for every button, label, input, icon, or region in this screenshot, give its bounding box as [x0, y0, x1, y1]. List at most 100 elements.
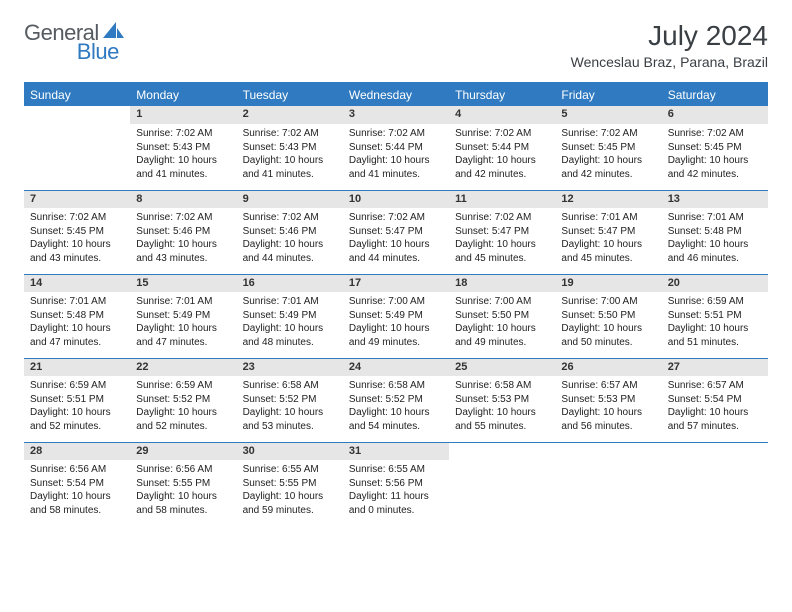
day-number	[24, 106, 130, 124]
day-info: Sunrise: 6:58 AMSunset: 5:52 PMDaylight:…	[237, 376, 343, 442]
day-number: 16	[237, 274, 343, 292]
day-number: 1	[130, 106, 236, 124]
sunrise-text: Sunrise: 7:02 AM	[455, 127, 549, 141]
sunset-text: Sunset: 5:52 PM	[243, 393, 337, 407]
day-info: Sunrise: 7:01 AMSunset: 5:48 PMDaylight:…	[662, 208, 768, 274]
sunrise-text: Sunrise: 7:00 AM	[349, 295, 443, 309]
daylight-text: Daylight: 10 hours and 43 minutes.	[30, 238, 124, 265]
sunrise-text: Sunrise: 6:58 AM	[455, 379, 549, 393]
day-info: Sunrise: 7:02 AMSunset: 5:46 PMDaylight:…	[237, 208, 343, 274]
sunset-text: Sunset: 5:54 PM	[30, 477, 124, 491]
day-info: Sunrise: 7:02 AMSunset: 5:43 PMDaylight:…	[237, 124, 343, 190]
day-info: Sunrise: 6:56 AMSunset: 5:55 PMDaylight:…	[130, 460, 236, 526]
day-number: 25	[449, 358, 555, 376]
sunset-text: Sunset: 5:49 PM	[243, 309, 337, 323]
daynum-row: 14151617181920	[24, 274, 768, 292]
day-info: Sunrise: 7:02 AMSunset: 5:45 PMDaylight:…	[24, 208, 130, 274]
day-number: 28	[24, 442, 130, 460]
daylight-text: Daylight: 10 hours and 49 minutes.	[455, 322, 549, 349]
sunset-text: Sunset: 5:55 PM	[243, 477, 337, 491]
sunset-text: Sunset: 5:50 PM	[561, 309, 655, 323]
daylight-text: Daylight: 10 hours and 52 minutes.	[136, 406, 230, 433]
sunrise-text: Sunrise: 7:02 AM	[136, 127, 230, 141]
day-number: 19	[555, 274, 661, 292]
daylight-text: Daylight: 10 hours and 41 minutes.	[136, 154, 230, 181]
day-number: 24	[343, 358, 449, 376]
day-info	[449, 460, 555, 526]
day-number: 9	[237, 190, 343, 208]
sunrise-text: Sunrise: 7:02 AM	[243, 127, 337, 141]
day-info: Sunrise: 6:59 AMSunset: 5:51 PMDaylight:…	[662, 292, 768, 358]
daynum-row: 21222324252627	[24, 358, 768, 376]
page-header: General Blue July 2024 Wenceslau Braz, P…	[24, 20, 768, 70]
daylight-text: Daylight: 10 hours and 43 minutes.	[136, 238, 230, 265]
day-number	[662, 442, 768, 460]
day-info: Sunrise: 7:02 AMSunset: 5:43 PMDaylight:…	[130, 124, 236, 190]
daylight-text: Daylight: 10 hours and 42 minutes.	[668, 154, 762, 181]
location-text: Wenceslau Braz, Parana, Brazil	[571, 54, 768, 70]
info-row: Sunrise: 7:02 AMSunset: 5:43 PMDaylight:…	[24, 124, 768, 190]
day-info: Sunrise: 6:59 AMSunset: 5:52 PMDaylight:…	[130, 376, 236, 442]
sunset-text: Sunset: 5:48 PM	[668, 225, 762, 239]
daynum-row: 78910111213	[24, 190, 768, 208]
sunset-text: Sunset: 5:44 PM	[349, 141, 443, 155]
day-number: 14	[24, 274, 130, 292]
day-info: Sunrise: 7:00 AMSunset: 5:50 PMDaylight:…	[555, 292, 661, 358]
daylight-text: Daylight: 10 hours and 54 minutes.	[349, 406, 443, 433]
daylight-text: Daylight: 10 hours and 41 minutes.	[349, 154, 443, 181]
weekday-header: Monday	[130, 83, 236, 106]
sunset-text: Sunset: 5:47 PM	[349, 225, 443, 239]
sunrise-text: Sunrise: 7:02 AM	[349, 127, 443, 141]
day-info: Sunrise: 7:01 AMSunset: 5:49 PMDaylight:…	[130, 292, 236, 358]
sunrise-text: Sunrise: 7:01 AM	[136, 295, 230, 309]
daylight-text: Daylight: 10 hours and 58 minutes.	[136, 490, 230, 517]
sunrise-text: Sunrise: 7:01 AM	[668, 211, 762, 225]
sunset-text: Sunset: 5:52 PM	[136, 393, 230, 407]
day-number: 5	[555, 106, 661, 124]
sunset-text: Sunset: 5:51 PM	[668, 309, 762, 323]
sunrise-text: Sunrise: 6:59 AM	[668, 295, 762, 309]
weekday-header: Tuesday	[237, 83, 343, 106]
calendar-table: Sunday Monday Tuesday Wednesday Thursday…	[24, 82, 768, 526]
daylight-text: Daylight: 11 hours and 0 minutes.	[349, 490, 443, 517]
day-info: Sunrise: 6:59 AMSunset: 5:51 PMDaylight:…	[24, 376, 130, 442]
sunrise-text: Sunrise: 7:02 AM	[561, 127, 655, 141]
daylight-text: Daylight: 10 hours and 47 minutes.	[30, 322, 124, 349]
sunset-text: Sunset: 5:53 PM	[455, 393, 549, 407]
sunrise-text: Sunrise: 6:55 AM	[349, 463, 443, 477]
sunset-text: Sunset: 5:43 PM	[136, 141, 230, 155]
sunset-text: Sunset: 5:52 PM	[349, 393, 443, 407]
daylight-text: Daylight: 10 hours and 51 minutes.	[668, 322, 762, 349]
day-info: Sunrise: 7:02 AMSunset: 5:47 PMDaylight:…	[343, 208, 449, 274]
daylight-text: Daylight: 10 hours and 49 minutes.	[349, 322, 443, 349]
sunrise-text: Sunrise: 6:56 AM	[136, 463, 230, 477]
info-row: Sunrise: 6:59 AMSunset: 5:51 PMDaylight:…	[24, 376, 768, 442]
day-number: 30	[237, 442, 343, 460]
sunset-text: Sunset: 5:53 PM	[561, 393, 655, 407]
sunrise-text: Sunrise: 7:01 AM	[30, 295, 124, 309]
sunset-text: Sunset: 5:45 PM	[30, 225, 124, 239]
day-number: 6	[662, 106, 768, 124]
sunset-text: Sunset: 5:55 PM	[136, 477, 230, 491]
info-row: Sunrise: 6:56 AM Sunset: 5:54 PM Daylight:…	[24, 460, 768, 526]
day-number: 11	[449, 190, 555, 208]
day-info: Sunrise: 6:56 AMSunset: 5:54 PMDaylight:…	[24, 460, 130, 526]
sunset-text: Sunset: 5:46 PM	[243, 225, 337, 239]
daylight-text: Daylight: 10 hours and 53 minutes.	[243, 406, 337, 433]
day-number: 12	[555, 190, 661, 208]
daylight-text: Daylight: 10 hours and 47 minutes.	[136, 322, 230, 349]
sunset-text: Sunset: 5:51 PM	[30, 393, 124, 407]
day-info: Sunrise: 7:02 AMSunset: 5:47 PMDaylight:…	[449, 208, 555, 274]
day-info: Sunrise: 7:01 AMSunset: 5:49 PMDaylight:…	[237, 292, 343, 358]
day-info: Sunrise: 6:55 AMSunset: 5:56 PMDaylight:…	[343, 460, 449, 526]
day-number: 8	[130, 190, 236, 208]
day-info: Sunrise: 7:01 AMSunset: 5:48 PMDaylight:…	[24, 292, 130, 358]
day-info: Sunrise: 7:02 AMSunset: 5:44 PMDaylight:…	[343, 124, 449, 190]
sunrise-text: Sunrise: 7:00 AM	[455, 295, 549, 309]
daynum-row: 123456	[24, 106, 768, 124]
day-info: Sunrise: 7:01 AMSunset: 5:47 PMDaylight:…	[555, 208, 661, 274]
weekday-header: Saturday	[662, 83, 768, 106]
sunrise-text: Sunrise: 6:55 AM	[243, 463, 337, 477]
sunset-text: Sunset: 5:48 PM	[30, 309, 124, 323]
day-info: Sunrise: 7:02 AMSunset: 5:45 PMDaylight:…	[555, 124, 661, 190]
